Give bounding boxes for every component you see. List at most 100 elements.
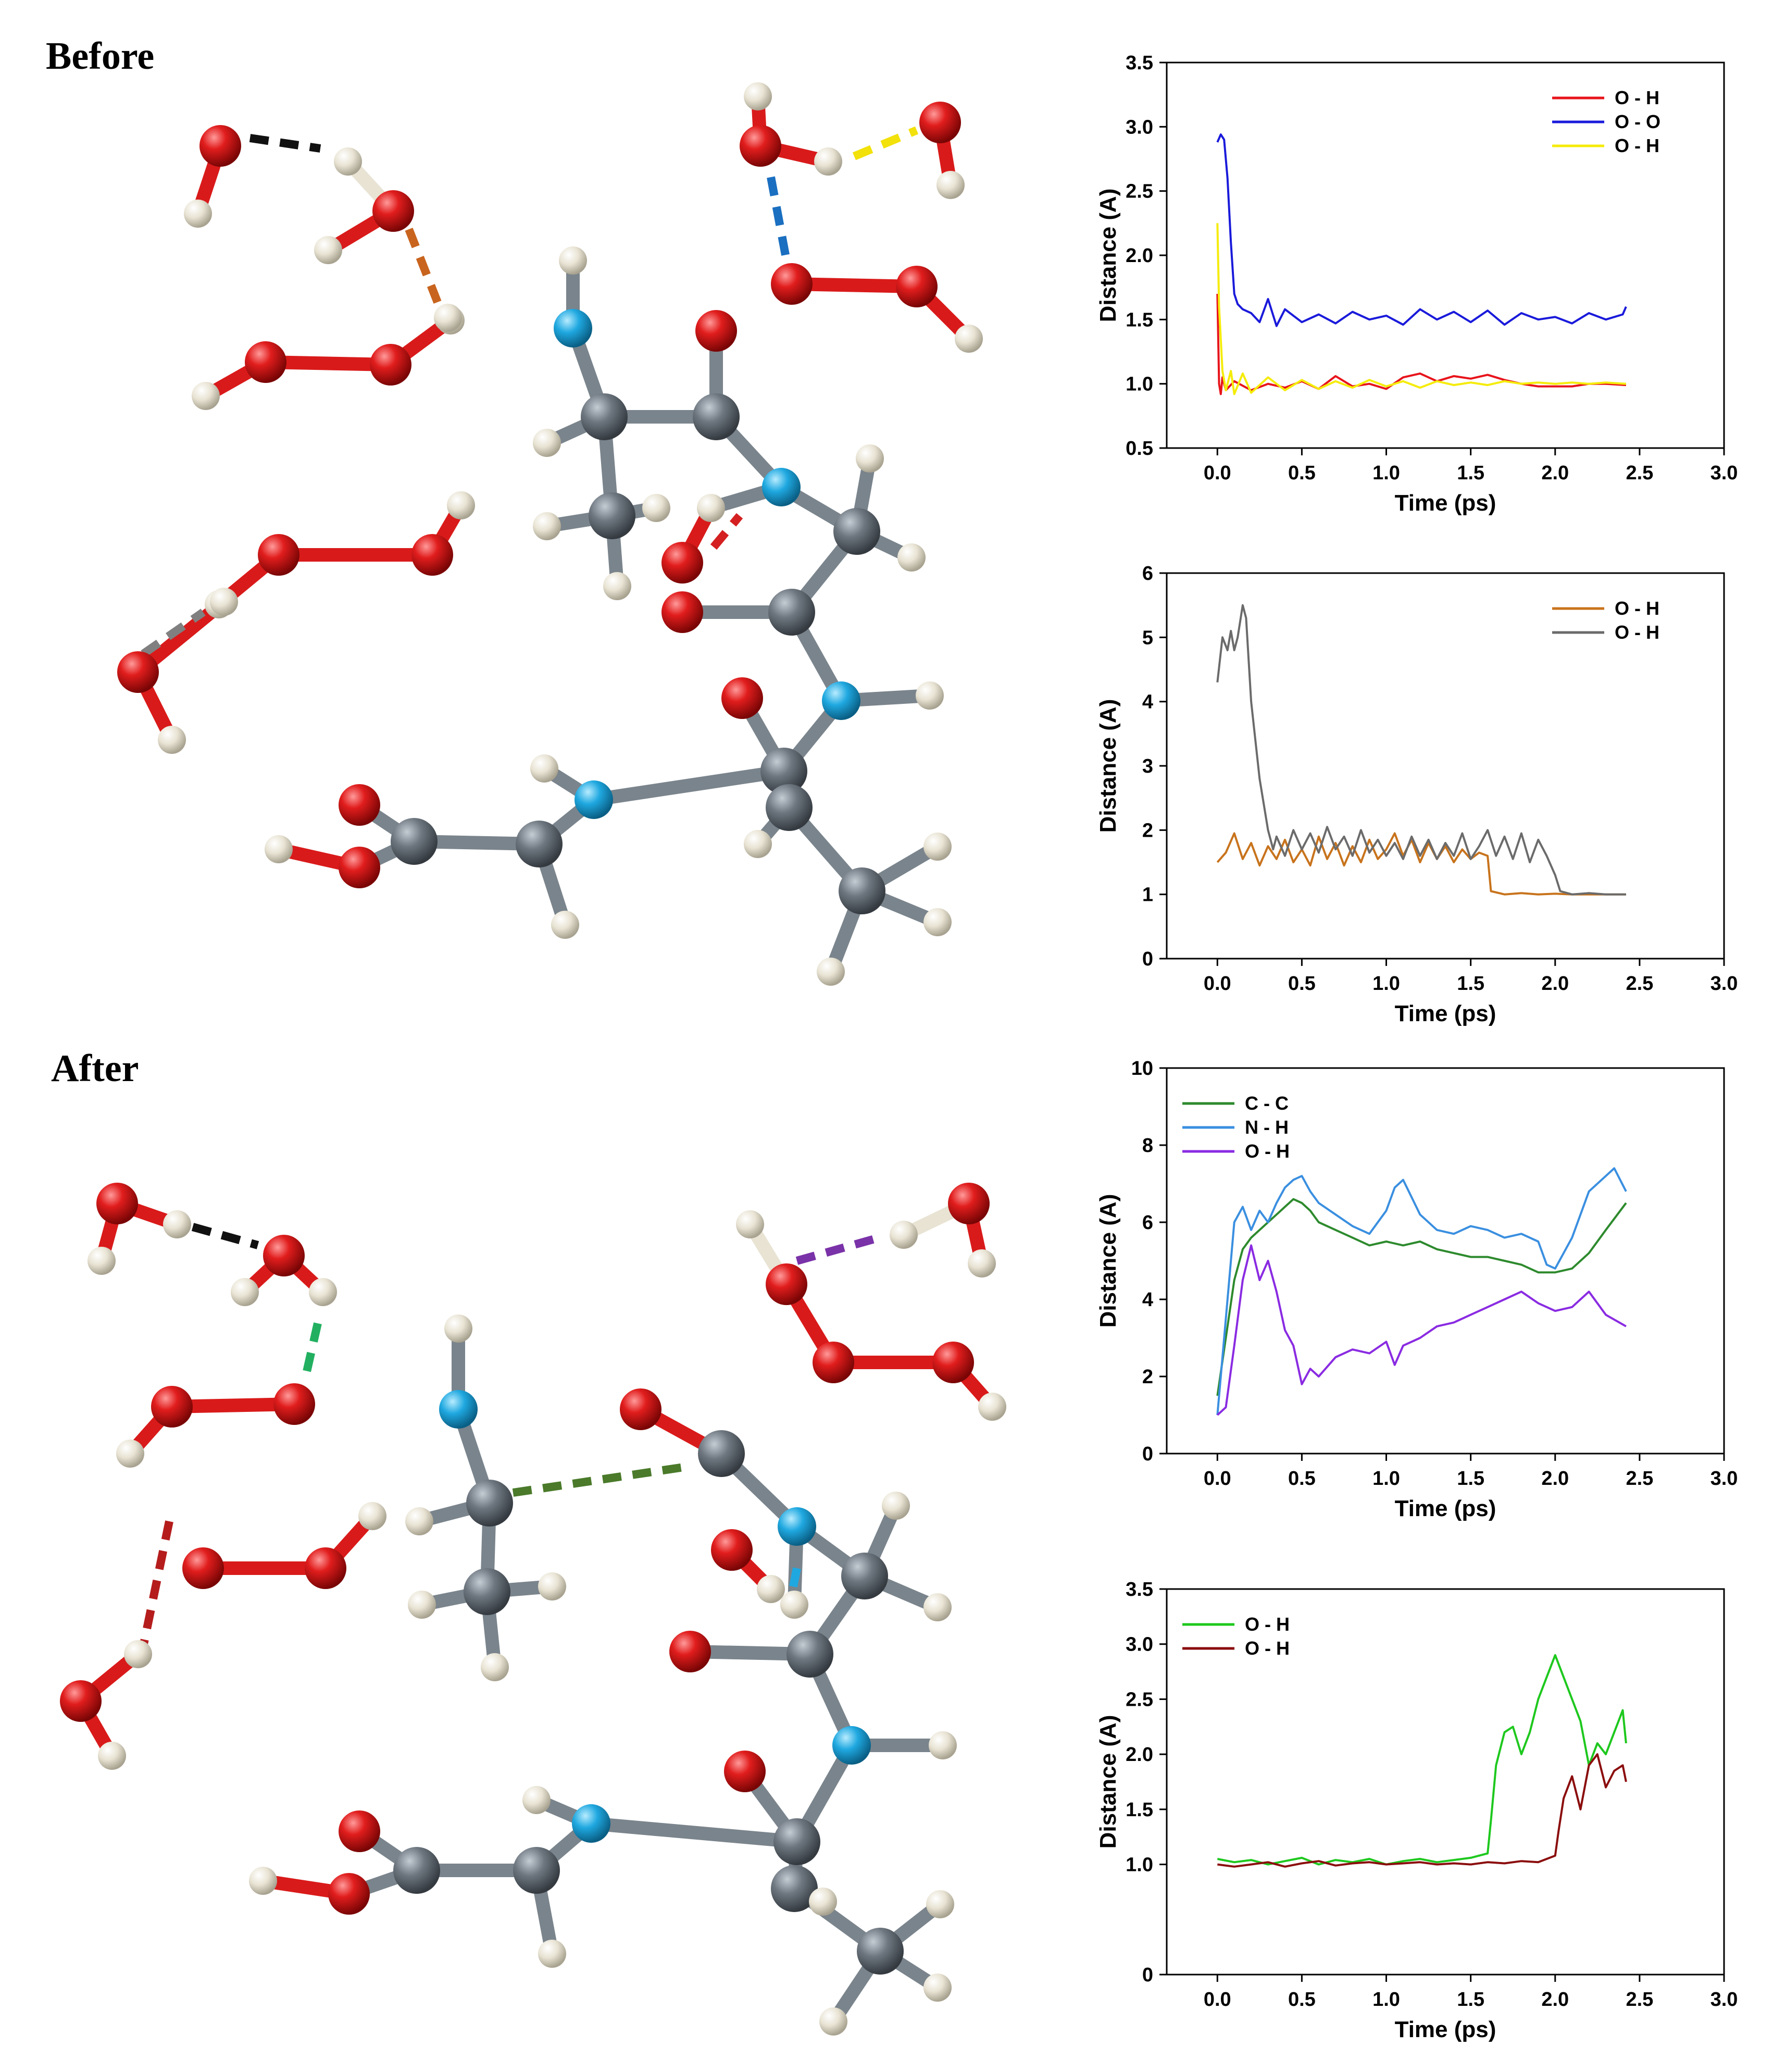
nitrogen-atom [822, 681, 860, 720]
hydrogen-atom [184, 200, 212, 228]
y-tick-label: 1.0 [1126, 374, 1153, 395]
x-axis-label: Time (ps) [1395, 490, 1496, 516]
x-tick-label: 0.5 [1288, 973, 1316, 995]
hydrogen-atom [923, 833, 952, 861]
y-tick-label: 3.0 [1126, 1634, 1153, 1656]
molecule-after [60, 1183, 1006, 2036]
legend-label: O - O [1615, 111, 1660, 132]
oxygen-atom [273, 1383, 315, 1425]
hydrogen-atom [124, 1640, 152, 1668]
bond [584, 1817, 804, 1848]
y-tick-label: 0.5 [1126, 438, 1153, 460]
hydrogen-atom [88, 1247, 116, 1275]
x-tick-label: 0.0 [1204, 1468, 1231, 1490]
x-tick-label: 1.5 [1457, 1989, 1484, 2011]
hydrogen-atom [923, 908, 952, 936]
carbon-atom [464, 1568, 510, 1615]
oxygen-atom [339, 1810, 380, 1852]
hydrogen-atom [231, 1278, 259, 1306]
hydrogen-atom [538, 1572, 566, 1600]
series-line-0 [1216, 1198, 1627, 1396]
y-tick-label: 4 [1142, 1289, 1153, 1311]
x-tick-label: 0.5 [1288, 1468, 1316, 1490]
hydrogen-bond-dashed [301, 1322, 322, 1382]
series-line-0 [1216, 832, 1626, 896]
x-tick-label: 1.5 [1457, 973, 1484, 995]
oxygen-atom [740, 125, 781, 167]
x-tick-label: 0.0 [1204, 1989, 1231, 2011]
carbon-atom [589, 492, 635, 539]
plot-frame [1166, 1067, 1725, 1455]
y-tick-label: 2.5 [1126, 181, 1153, 203]
before-heading: Before [46, 35, 154, 78]
hydrogen-atom [358, 1502, 386, 1530]
series-line-1 [1216, 133, 1627, 327]
hydrogen-atom [856, 444, 884, 473]
hydrogen-atom [882, 1492, 910, 1520]
hydrogen-atom [163, 1210, 191, 1238]
hydrogen-atom [538, 1940, 566, 1968]
carbon-atom [839, 867, 885, 914]
x-tick-label: 1.0 [1372, 462, 1400, 484]
y-tick-label: 3.0 [1126, 116, 1153, 138]
hydrogen-bond-dashed [141, 609, 206, 657]
y-tick-label: 2 [1142, 1366, 1153, 1388]
hydrogen-atom [444, 1314, 472, 1343]
x-axis-label: Time (ps) [1395, 2017, 1496, 2042]
bond [587, 764, 791, 807]
y-tick-label: 1.5 [1126, 309, 1153, 331]
hydrogen-atom [780, 1591, 808, 1619]
hydrogen-atom [890, 1221, 918, 1249]
legend-label: O - H [1245, 1614, 1290, 1635]
legend-label: O - H [1615, 598, 1659, 619]
y-tick-label: 6 [1142, 1212, 1153, 1234]
chart-after-oh: 0.0 0.5 1.0 1.5 2.0 2.5 3.0 0 1.0 1.5 2.0 2.5 3.0 3.5… [1095, 1579, 1738, 2042]
carbon-atom [857, 1928, 904, 1975]
hydrogen-atom [309, 1278, 337, 1306]
hydrogen-atom [819, 2007, 847, 2036]
y-tick-label: 6 [1142, 563, 1153, 585]
chart-after-cc-nh-oh: 0.0 0.5 1.0 1.5 2.0 2.5 3.0 0 2 4 6 8 10 Time (ps) Dis… [1095, 1058, 1738, 1521]
oxygen-atom [151, 1386, 193, 1428]
oxygen-atom [263, 1235, 305, 1276]
nitrogen-atom [439, 1390, 478, 1429]
y-axis-label: Distance (A) [1095, 1194, 1121, 1328]
hydrogen-atom [334, 147, 362, 176]
oxygen-atom [766, 1263, 807, 1305]
oxygen-atom [620, 1388, 661, 1430]
hydrogen-bond-dashed [788, 1567, 801, 1595]
oxygen-atom [919, 102, 961, 143]
oxygen-atom [695, 310, 737, 352]
hydrogen-atom [98, 1742, 126, 1770]
y-tick-label: 2.5 [1126, 1689, 1153, 1710]
oxygen-atom [328, 1873, 370, 1915]
legend-label: C - C [1245, 1093, 1289, 1114]
x-tick-label: 0.5 [1288, 1989, 1316, 2011]
y-tick-label: 2.0 [1126, 1744, 1153, 1766]
oxygen-atom [117, 651, 159, 693]
carbon-atom [393, 1847, 440, 1894]
molecule-before [117, 82, 983, 986]
oxygen-atom [711, 1529, 753, 1571]
y-tick-label: 10 [1131, 1058, 1153, 1080]
oxygen-atom [771, 263, 813, 305]
oxygen-atom [96, 1183, 138, 1224]
x-tick-label: 2.5 [1626, 1468, 1653, 1490]
carbon-atom [768, 589, 815, 636]
hydrogen-atom [814, 147, 842, 176]
hydrogen-bond-dashed [767, 176, 791, 262]
hydrogen-bond-dashed [249, 134, 321, 153]
oxygen-atom [813, 1342, 854, 1383]
oxygen-atom [305, 1547, 346, 1589]
hydrogen-atom [697, 494, 725, 522]
x-tick-label: 2.5 [1626, 462, 1653, 484]
hydrogen-atom [559, 246, 587, 275]
oxygen-atom [245, 341, 286, 383]
hydrogen-bond-dashed [512, 1462, 689, 1497]
y-tick-label: 1.0 [1126, 1854, 1153, 1876]
x-tick-label: 0.0 [1204, 462, 1231, 484]
y-tick-label: 2 [1142, 820, 1153, 841]
x-tick-label: 2.5 [1626, 973, 1653, 995]
y-tick-label: 1 [1142, 884, 1153, 906]
y-tick-label: 3.5 [1126, 52, 1153, 74]
